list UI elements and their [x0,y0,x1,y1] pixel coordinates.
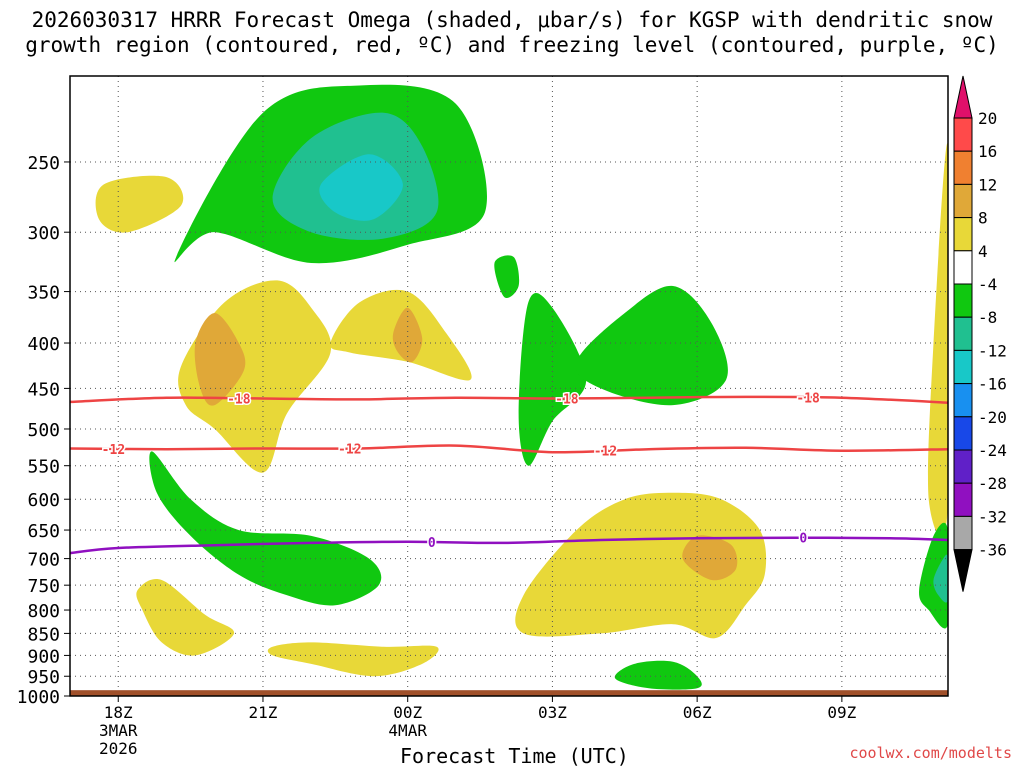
omega-region [95,175,184,233]
y-tick-label: 650 [27,521,60,542]
contour-label: 0 [428,536,436,551]
contour-line [70,536,948,555]
contour-label: -12 [102,443,125,458]
colorbar-label: 16 [978,142,997,161]
omega-region [927,143,948,537]
y-tick-label: 950 [27,667,60,688]
colorbar-swatch [953,183,973,219]
omega-region [518,292,587,466]
omega-region [919,522,948,629]
omega-region [494,255,520,299]
y-tick-label: 700 [27,550,60,571]
y-tick-label: 750 [27,576,60,597]
contour-label: -18 [227,392,251,407]
colorbar-swatch [953,482,973,517]
colorbar-swatch [953,217,973,252]
y-tick-label: 800 [27,601,60,622]
x-tick-label: 03Z [538,703,567,722]
colorbar-top-arrow [953,75,973,119]
omega-region [614,660,702,690]
colorbar-swatch [953,383,973,418]
x-tick-date: 4MAR [388,721,427,740]
contour-label: -18 [555,392,579,407]
colorbar-label: 4 [978,242,988,261]
omega-region [515,492,767,639]
omega-region [392,307,423,363]
colorbar-swatch [953,250,973,285]
colorbar-label: -24 [978,441,1007,460]
x-tick-label: 00Z [393,703,422,722]
colorbar-label: -20 [978,408,1007,427]
x-tick-year: 2026 [99,739,138,758]
colorbar-swatch [953,416,973,451]
colorbar-swatch [953,150,973,185]
y-tick-label: 450 [27,379,60,400]
plot-frame [69,75,949,697]
omega-region [267,642,439,677]
contour-line [70,444,948,454]
colorbar-label: -36 [978,541,1007,560]
omega-region [194,313,246,406]
y-tick-label: 850 [27,624,60,645]
colorbar-swatch [953,316,973,351]
contour-label: 0 [799,532,807,547]
omega-region [319,154,403,221]
colorbar-swatch [953,449,973,484]
colorbar-label: -4 [978,275,997,294]
colorbar-swatch [953,117,973,152]
x-tick-label: 06Z [683,703,712,722]
x-tick-label: 09Z [827,703,856,722]
colorbar-swatch [953,515,973,551]
y-tick-label: 600 [27,490,60,511]
x-tick-label: 21Z [249,703,278,722]
contour-line [70,395,948,404]
colorbar-bottom-arrow [953,549,973,592]
colorbar-label: -32 [978,507,1007,526]
colorbar-label: 20 [978,109,997,128]
omega-region [575,285,728,406]
x-tick-label: 18Z [104,703,133,722]
y-tick-label: 300 [27,223,60,244]
colorbar-label: 8 [978,209,988,228]
y-tick-label: 1000 [17,687,60,708]
y-tick-label: 900 [27,646,60,667]
colorbar-label: 12 [978,175,997,194]
y-tick-label: 250 [27,153,60,174]
y-tick-label: 400 [27,334,60,355]
colorbar-label: -16 [978,375,1007,394]
contour-label: -12 [338,443,361,458]
y-tick-label: 500 [27,420,60,441]
colorbar-label: -28 [978,474,1007,493]
contour-label: -12 [594,445,617,460]
contour-label: -18 [796,391,820,406]
omega-region [933,554,948,603]
credit-link[interactable]: coolwx.com/modelts [849,744,1012,762]
x-axis-label: Forecast Time (UTC) [400,744,629,768]
y-tick-label: 350 [27,283,60,304]
terrain-surface [70,690,948,696]
omega-region [136,578,235,656]
x-tick-date: 3MAR [99,721,138,740]
y-tick-label: 550 [27,457,60,478]
colorbar-swatch [953,349,973,385]
colorbar-label: -12 [978,341,1007,360]
colorbar-swatch [953,283,973,318]
colorbar-label: -8 [978,308,997,327]
omega-region [682,535,738,581]
chart-title: 2026030317 HRRR Forecast Omega (shaded, … [25,8,999,57]
omega-region [149,451,382,606]
